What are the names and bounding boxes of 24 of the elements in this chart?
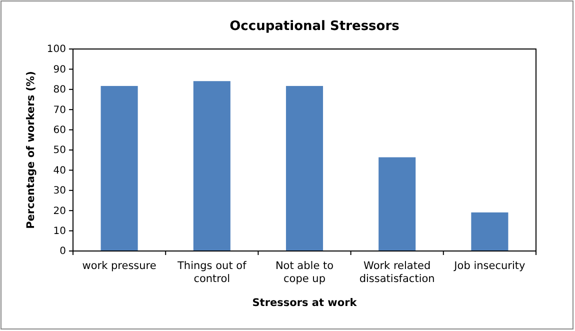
x-axis-title: Stressors at work <box>252 297 358 309</box>
bar <box>286 86 324 251</box>
y-tick-label: 20 <box>53 206 66 217</box>
y-tick-label: 100 <box>46 44 66 56</box>
x-tick-label: Things out of control <box>176 260 247 286</box>
y-tick-label: 50 <box>53 145 66 156</box>
y-tick-label: 90 <box>53 64 66 76</box>
y-tick-label: 30 <box>53 186 66 197</box>
bar <box>378 157 416 251</box>
x-tick-label: Work related dissatisfaction <box>359 260 435 286</box>
y-axis-title: Percentage of workers (%) <box>25 71 37 229</box>
y-tick-label: 80 <box>53 84 66 96</box>
y-tick-label: 70 <box>53 104 66 116</box>
bar <box>100 86 138 251</box>
y-tick-label: 60 <box>53 125 66 136</box>
bar <box>193 81 230 251</box>
y-tick-label: 40 <box>53 165 66 176</box>
y-tick-label: 10 <box>53 226 66 237</box>
y-tick-label: 0 <box>60 246 66 258</box>
chart-title: Occupational Stressors <box>230 19 400 34</box>
x-tick-label: Job insecurity <box>453 260 526 272</box>
x-tick-label: work pressure <box>82 260 156 272</box>
x-tick-label: Not able to cope up <box>275 260 334 286</box>
bar <box>471 212 508 251</box>
